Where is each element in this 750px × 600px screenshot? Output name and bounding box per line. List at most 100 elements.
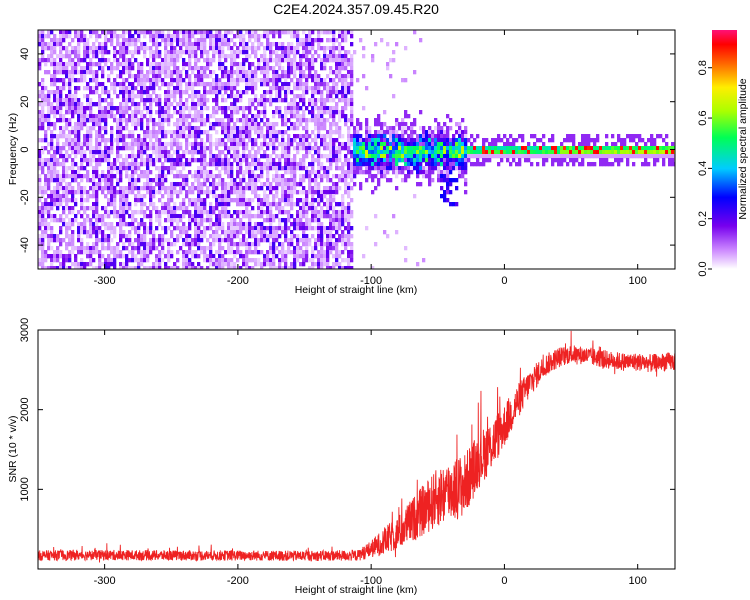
spectrogram-cell [119, 166, 123, 171]
spectrogram-cell [365, 86, 369, 91]
spectrogram-cell [332, 90, 336, 95]
spectrogram-cell [251, 30, 255, 35]
spectrogram-cell [236, 198, 240, 203]
spectrogram-cell [344, 206, 348, 211]
spectrogram-cell [149, 250, 153, 255]
spectrogram-cell [176, 182, 180, 187]
spectrogram-cell [182, 166, 186, 171]
spectrogram-cell [326, 110, 330, 115]
spectrogram-cell [290, 170, 294, 175]
spectrogram-cell [365, 154, 369, 159]
spectrogram-cell [62, 142, 66, 147]
spectrogram-cell [404, 162, 408, 167]
spectrogram-cell [230, 110, 234, 115]
spectrogram-cell [296, 226, 300, 231]
spectrogram-cell [257, 146, 261, 151]
spectrogram-cell [266, 198, 270, 203]
spectrogram-cell [149, 246, 153, 251]
spectrogram-cell [119, 82, 123, 87]
spectrogram-cell [293, 74, 297, 79]
spectrogram-cell [317, 114, 321, 119]
spectrogram-cell [260, 226, 264, 231]
spectrogram-cell [338, 74, 342, 79]
spectrogram-cell [344, 102, 348, 107]
spectrogram-cell [65, 246, 69, 251]
spectrogram-cell [38, 62, 42, 67]
spectrogram-cell [215, 90, 219, 95]
spectrogram-cell [245, 170, 249, 175]
spectrogram-cell [122, 142, 126, 147]
spectrogram-cell [263, 262, 267, 267]
spectrogram-cell [128, 202, 132, 207]
spectrogram-cell [182, 102, 186, 107]
spectrogram-cell [170, 134, 174, 139]
spectrogram-cell [173, 214, 177, 219]
spectrogram-cell [215, 250, 219, 255]
spectrogram-cell [296, 86, 300, 91]
spectrogram-cell [95, 130, 99, 135]
spectrogram-cell [38, 114, 42, 119]
spectrogram-cell [341, 34, 345, 39]
spectrogram-cell [233, 262, 237, 267]
spectrogram-cell [236, 174, 240, 179]
spectrogram-cell [122, 146, 126, 151]
spectrogram-cell [116, 118, 120, 123]
spectrogram-cell [185, 134, 189, 139]
spectrogram-cell [113, 266, 117, 269]
spectrogram-cell [242, 106, 246, 111]
spectrogram-cell [446, 198, 450, 203]
spectrogram-cell [164, 174, 168, 179]
spectrogram-cell [302, 178, 306, 183]
spectrogram-cell [341, 134, 345, 139]
spectrogram-cell [167, 266, 171, 269]
spectrogram-cell [83, 218, 87, 223]
spectrogram-cell [38, 174, 42, 179]
spectrogram-cell [251, 250, 255, 255]
spectrogram-cell [299, 142, 303, 147]
spectrogram-cell [425, 154, 429, 159]
spectrogram-cell [314, 254, 318, 259]
spectrogram-cell [107, 234, 111, 239]
spectrogram-cell [95, 142, 99, 147]
spectrogram-cell [230, 74, 234, 79]
spectrogram-cell [146, 142, 150, 147]
spectrogram-cell [260, 102, 264, 107]
spectrogram-cell [188, 214, 192, 219]
spectrogram-cell [218, 238, 222, 243]
spectrogram-cell [128, 58, 132, 63]
spectrogram-cell [278, 198, 282, 203]
spectrogram-cell [68, 142, 72, 147]
spectrogram-cell [230, 134, 234, 139]
spectrogram-cell [434, 126, 438, 131]
spectrogram-cell [359, 182, 363, 187]
spectrogram-cell [176, 42, 180, 47]
spectrogram-cell [104, 98, 108, 103]
spectrogram-cell [254, 122, 258, 127]
spectrogram-cell [392, 170, 396, 175]
spectrogram-cell [305, 74, 309, 79]
spectrogram-cell [206, 66, 210, 71]
spectrogram-cell [164, 90, 168, 95]
spectrogram-cell [296, 166, 300, 171]
spectrogram-cell [149, 98, 153, 103]
spectrogram-cell [161, 226, 165, 231]
spectrogram-cell [137, 134, 141, 139]
spectrogram-cell [212, 206, 216, 211]
spectrogram-cell [323, 226, 327, 231]
spectrogram-cell [167, 226, 171, 231]
spectrogram-cell [158, 118, 162, 123]
spectrogram-cell [56, 206, 60, 211]
spectrogram-cell [122, 162, 126, 167]
spectrogram-cell [470, 134, 474, 139]
spectrogram-cell [251, 82, 255, 87]
spectrogram-cell [155, 154, 159, 159]
spectrogram-cell [224, 74, 228, 79]
spectrogram-cell [221, 254, 225, 259]
spectrogram-cell [263, 94, 267, 99]
spectrogram-cell [155, 166, 159, 171]
spectrogram-cell [191, 154, 195, 159]
spectrogram-cell [332, 198, 336, 203]
spectrogram-cell [230, 190, 234, 195]
spectrogram-cell [284, 218, 288, 223]
spectrogram-cell [47, 210, 51, 215]
